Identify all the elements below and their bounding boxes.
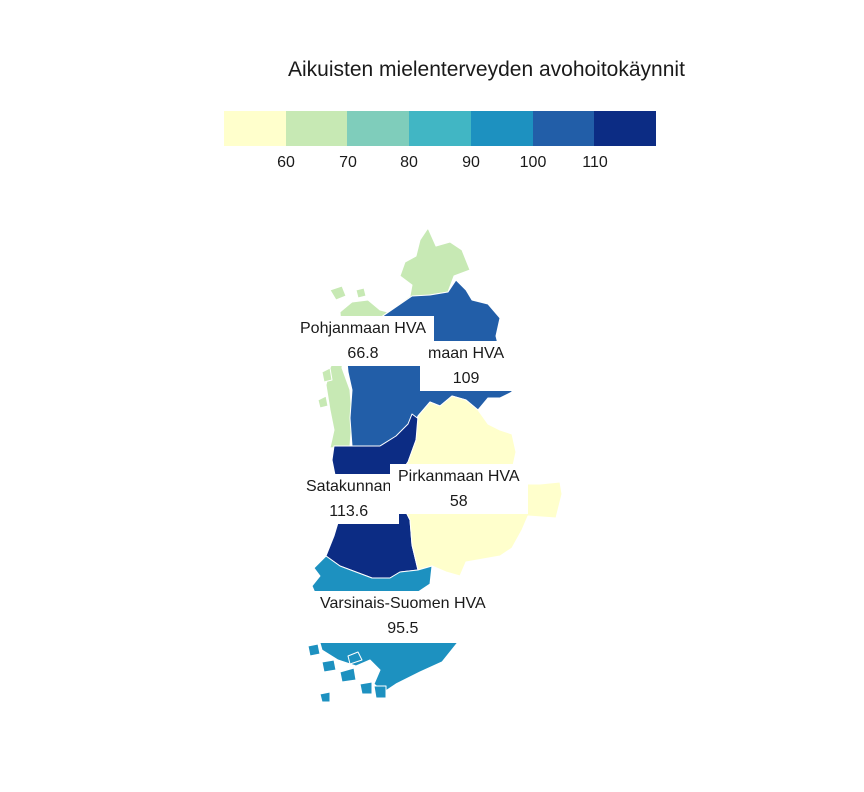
legend-swatch: [409, 111, 471, 146]
region-pohjanmaa-island: [329, 285, 347, 301]
region-label-satakunta: Satakunnan 113.6: [298, 474, 400, 524]
legend-tick: 70: [339, 154, 357, 171]
legend-swatch: [594, 111, 657, 146]
region-label-name: Varsinais-Suomen HVA: [320, 595, 486, 612]
legend-swatch: [347, 111, 410, 146]
region-label-pohjanmaa: Pohjanmaan HVA 66.8: [292, 316, 434, 366]
legend-tick: 90: [462, 154, 480, 171]
legend-tick: 80: [400, 154, 418, 171]
region-label-name: Satakunnan: [306, 478, 392, 495]
legend-tick: 110: [582, 154, 608, 171]
region-varsinais-suomi-island: [347, 651, 363, 665]
region-label-etela-pohjanmaa: maan HVA 109: [420, 341, 515, 391]
region-label-value: 66.8: [347, 345, 379, 362]
region-varsinais-suomi-island: [373, 685, 387, 699]
legend-swatch: [532, 111, 595, 146]
legend-swatch: [285, 111, 348, 146]
region-pohjanmaa-island: [321, 367, 333, 383]
region-label-value: 113.6: [329, 503, 369, 520]
region-label-varsinais-suomi: Varsinais-Suomen HVA 95.5: [312, 591, 494, 643]
region-pohjanmaa-island: [317, 395, 329, 409]
region-pohjanmaa-island: [355, 287, 367, 299]
region-label-value: 109: [452, 370, 480, 387]
region-label-value: 95.5: [387, 620, 419, 637]
region-varsinais-suomi-island: [319, 691, 331, 703]
region-varsinais-suomi-island: [307, 643, 321, 657]
region-label-name: Pirkanmaan HVA: [398, 468, 520, 485]
map-title: Aikuisten mielenterveyden avohoitokäynni…: [288, 58, 685, 81]
color-legend: [224, 111, 657, 146]
region-label-value: 58: [449, 493, 468, 510]
region-varsinais-suomi-island: [359, 681, 373, 695]
legend-swatch: [470, 111, 533, 146]
region-label-name: maan HVA: [428, 345, 505, 362]
region-label-pirkanmaa: Pirkanmaan HVA 58: [390, 464, 528, 514]
legend-tick: 100: [519, 154, 547, 171]
region-label-name: Pohjanmaan HVA: [300, 320, 426, 337]
legend-swatch: [224, 111, 286, 146]
legend-tick: 60: [277, 154, 295, 171]
region-varsinais-suomi-island: [321, 659, 337, 673]
region-varsinais-suomi-island: [339, 667, 357, 683]
